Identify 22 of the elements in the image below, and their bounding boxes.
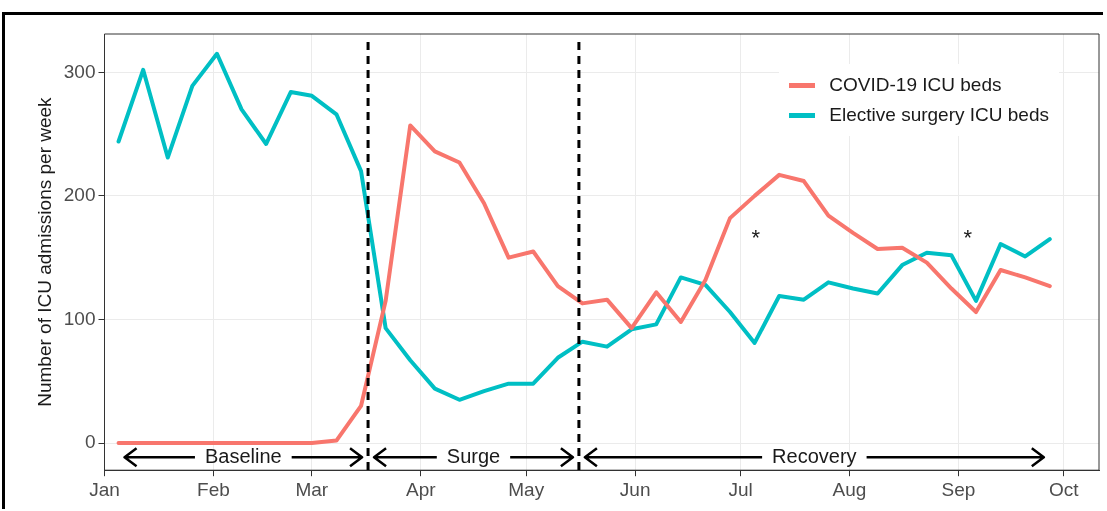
- x-tick-label: Feb: [197, 478, 230, 500]
- x-tick-label: Jul: [728, 478, 753, 500]
- x-tick-label: Jan: [89, 478, 120, 500]
- x-tick-label: Oct: [1049, 478, 1080, 500]
- annotation: *: [751, 225, 761, 251]
- y-axis-title: Number of ICU admissions per week: [33, 96, 55, 407]
- x-tick-label: Mar: [295, 478, 329, 500]
- annotation: *: [963, 225, 973, 251]
- y-tick-label: 200: [63, 184, 96, 206]
- annotation: Surge: [446, 444, 501, 467]
- y-tick-label: 0: [84, 431, 96, 453]
- x-tick-label: Aug: [832, 478, 867, 500]
- legend-label: COVID-19 ICU beds: [829, 74, 1002, 96]
- y-tick-label: 100: [63, 307, 96, 329]
- x-tick-label: Apr: [405, 478, 437, 500]
- x-tick-label: Sep: [941, 478, 976, 500]
- annotation: Baseline: [204, 444, 282, 467]
- legend-label: Elective surgery ICU beds: [829, 104, 1049, 126]
- annotation: Recovery: [772, 444, 857, 467]
- x-tick-label: May: [508, 478, 545, 500]
- x-tick-label: Jun: [619, 478, 651, 500]
- y-tick-label: 300: [63, 60, 96, 82]
